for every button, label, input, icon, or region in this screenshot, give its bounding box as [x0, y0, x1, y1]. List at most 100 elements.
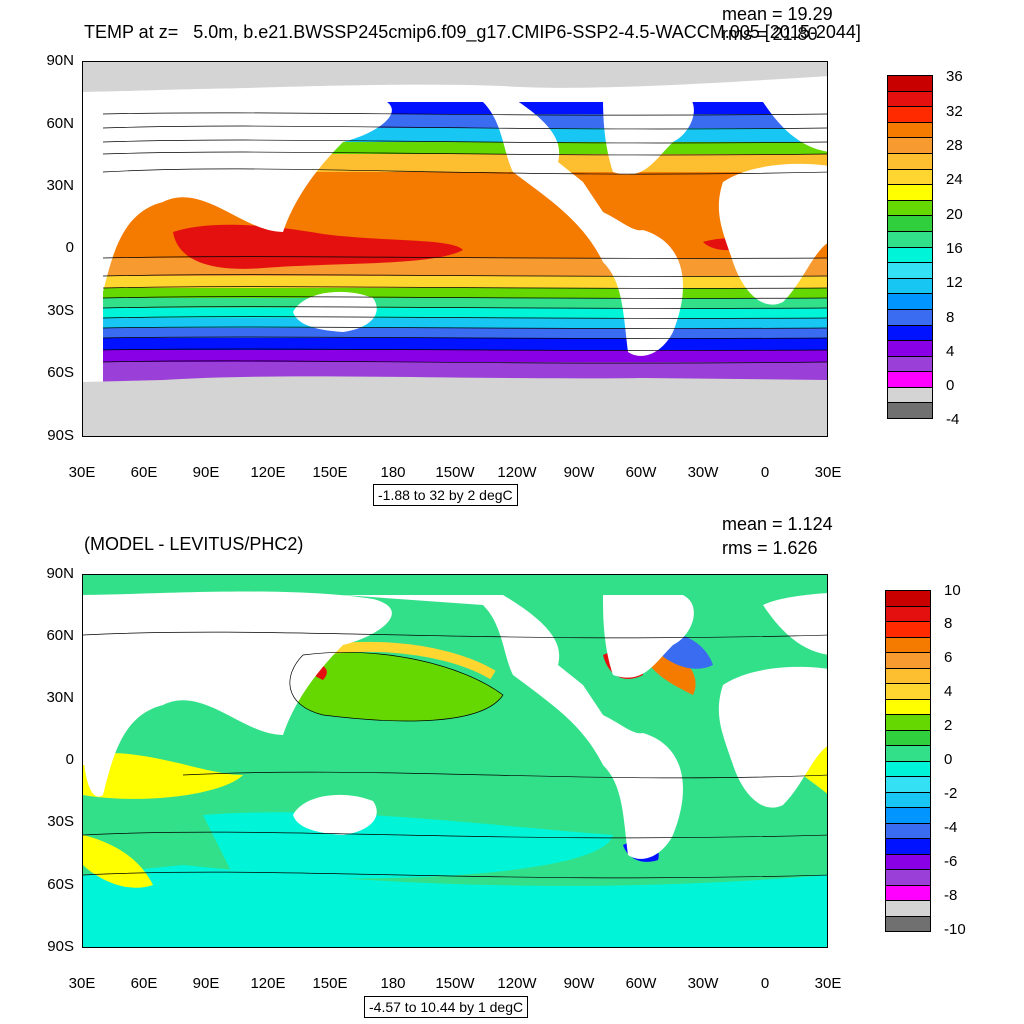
colorbar-cell: [886, 730, 930, 746]
top-cbar-label: 24: [946, 171, 963, 188]
colorbar-cell: [888, 185, 932, 201]
top-colorbar: [887, 75, 933, 419]
top-lon-label: 60W: [625, 464, 657, 481]
colorbar-cell: [888, 263, 932, 279]
bottom-lon-label: 30E: [68, 975, 96, 992]
top-lon-label: 30W: [687, 464, 719, 481]
colorbar-cell: [886, 808, 930, 824]
bottom-colorbar-cells: [886, 591, 930, 931]
top-lon-label: 90E: [192, 464, 220, 481]
bottom-lat-30s: 30S: [47, 813, 74, 830]
top-lon-label: 150W: [435, 464, 475, 481]
bottom-lat-60n: 60N: [46, 627, 74, 644]
bottom-cbar-label: 6: [944, 649, 953, 666]
bottom-colorbar: [885, 590, 931, 932]
bottom-title: (MODEL - LEVITUS/PHC2): [84, 534, 304, 554]
bottom-lon-label: 60E: [130, 975, 158, 992]
bottom-cbar-label: -10: [944, 921, 966, 938]
top-lon-label: 120W: [497, 464, 537, 481]
colorbar-cell: [886, 885, 930, 901]
top-map: [82, 61, 828, 437]
colorbar-cell: [888, 309, 932, 326]
colorbar-cell: [888, 153, 932, 170]
top-panel: TEMP at z= 5.0m, b.e21.BWSSP245cmip6.f09…: [46, 4, 963, 506]
top-mean: mean = 19.29: [722, 4, 833, 24]
colorbar-cell: [886, 823, 930, 839]
top-lon-label: 90W: [563, 464, 595, 481]
bottom-cbar-label: -6: [944, 853, 958, 870]
bottom-lon-label: 30E: [814, 975, 842, 992]
colorbar-cell: [888, 247, 932, 264]
colorbar-cell: [888, 231, 932, 248]
colorbar-cell: [886, 854, 930, 870]
colorbar-cell: [888, 200, 932, 217]
colorbar-cell: [888, 76, 932, 92]
colorbar-cell: [888, 294, 932, 310]
top-lon-label: 30E: [68, 464, 96, 481]
bottom-cbar-label: 10: [944, 582, 961, 599]
colorbar-cell: [888, 138, 932, 154]
top-lon-label: 60E: [130, 464, 158, 481]
top-cbar-label: 8: [946, 309, 955, 326]
top-lon-label: 180: [380, 464, 406, 481]
bottom-cbar-label: 4: [944, 683, 953, 700]
bottom-lon-label: 150W: [435, 975, 475, 992]
bottom-range-label: -4.57 to 10.44 by 1 degC: [364, 996, 529, 1018]
bottom-cbar-label: 8: [944, 615, 953, 632]
top-cbar-label: -4: [946, 411, 960, 428]
colorbar-cell: [886, 668, 930, 684]
bottom-lat-60s: 60S: [47, 876, 74, 893]
colorbar-cell: [888, 341, 932, 357]
top-lat-90n: 90N: [46, 52, 74, 69]
top-lat-90s: 90S: [47, 427, 74, 444]
top-lon-label: 150E: [312, 464, 348, 481]
bottom-lon-label: 180: [380, 975, 406, 992]
bottom-mean: mean = 1.124: [722, 514, 833, 534]
top-colorbar-cells: [888, 76, 932, 419]
colorbar-cell: [888, 107, 932, 123]
colorbar-cell: [886, 839, 930, 855]
bottom-lon-label: 120W: [497, 975, 537, 992]
top-range-label: -1.88 to 32 by 2 degC: [373, 484, 518, 506]
colorbar-cell: [888, 169, 932, 186]
colorbar-cell: [886, 653, 930, 669]
top-cbar-label: 36: [946, 68, 963, 85]
top-lat-60s: 60S: [47, 364, 74, 381]
top-cbar-label: 4: [946, 343, 955, 360]
top-lon-label: 0: [760, 464, 770, 481]
bottom-map: [82, 574, 828, 948]
bottom-cbar-label: -4: [944, 819, 958, 836]
colorbar-cell: [888, 122, 932, 139]
top-rms: rms = 21.80: [722, 24, 818, 44]
colorbar-cell: [886, 684, 930, 700]
colorbar-cell: [886, 699, 930, 715]
colorbar-cell: [888, 356, 932, 373]
top-lon-label: 30E: [814, 464, 842, 481]
colorbar-cell: [888, 387, 932, 404]
colorbar-cell: [886, 606, 930, 622]
colorbar-cell: [888, 403, 932, 419]
top-lat-30s: 30S: [47, 302, 74, 319]
colorbar-cell: [888, 372, 932, 388]
top-cbar-label: 0: [946, 377, 955, 394]
colorbar-cell: [888, 325, 932, 342]
top-map-svg: [83, 62, 827, 436]
colorbar-cell: [886, 916, 930, 931]
colorbar-cell: [886, 746, 930, 762]
top-lat-30n: 30N: [46, 177, 74, 194]
top-lon-label: 120E: [250, 464, 286, 481]
colorbar-cell: [886, 792, 930, 808]
bottom-panel: (MODEL - LEVITUS/PHC2) mean = 1.124 rms …: [0, 512, 1024, 1024]
top-cbar-label: 28: [946, 137, 963, 154]
bottom-lon-label: 0: [760, 975, 770, 992]
top-cbar-label: 12: [946, 274, 963, 291]
colorbar-cell: [888, 216, 932, 232]
bottom-cbar-label: 0: [944, 751, 953, 768]
bottom-map-svg: [83, 575, 827, 947]
top-lat-60n: 60N: [46, 115, 74, 132]
top-cbar-label: 16: [946, 240, 963, 257]
colorbar-cell: [886, 870, 930, 886]
colorbar-cell: [886, 622, 930, 638]
colorbar-cell: [886, 715, 930, 731]
colorbar-cell: [886, 637, 930, 653]
